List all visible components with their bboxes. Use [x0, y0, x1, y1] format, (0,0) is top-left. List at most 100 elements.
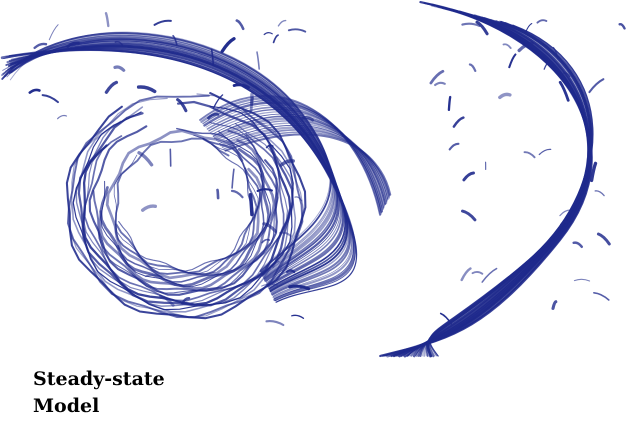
texture-ripple: [104, 80, 119, 94]
texture-ripple: [461, 22, 481, 27]
texture-ripple: [559, 209, 571, 217]
texture-ripple: [57, 114, 68, 120]
texture-ripple: [460, 267, 472, 282]
texture-ripple: [538, 148, 552, 156]
middle-swirl-stroke: [213, 117, 388, 205]
middle-swirl-stroke: [200, 97, 382, 215]
texture-ripple: [560, 220, 570, 226]
texture-ripple: [589, 161, 598, 183]
middle-swirl-stroke: [221, 129, 390, 198]
ring-stroke: [114, 137, 258, 274]
caption-line-2: Model: [33, 395, 100, 417]
texture-ripple: [232, 83, 250, 89]
upper-arc-stroke: [8, 38, 339, 280]
texture-ripple: [572, 241, 584, 249]
texture-ripple: [271, 260, 280, 269]
ring-stroke: [72, 105, 294, 311]
texture-ripple: [220, 37, 236, 54]
middle-swirl-stroke: [208, 108, 385, 209]
texture-ripple: [596, 232, 611, 246]
texture-ripple: [594, 190, 605, 197]
texture-ripple: [462, 171, 475, 182]
texture-ripple: [261, 283, 278, 287]
texture-ripple: [517, 41, 534, 53]
texture-ripple: [140, 204, 158, 212]
ring-stroke: [88, 125, 278, 296]
texture-ripple: [33, 42, 48, 50]
ring-stroke: [100, 131, 272, 288]
texture-ripple: [159, 294, 175, 307]
texture-ripple: [172, 34, 178, 46]
texture-ripple: [429, 69, 445, 85]
upper-arc-stroke: [8, 49, 358, 303]
texture-ripple: [294, 196, 303, 202]
texture-ripple: [285, 269, 296, 274]
texture-ripple: [447, 95, 452, 112]
ring-stroke: [71, 106, 297, 313]
texture-ripple: [176, 98, 188, 113]
ring-stroke: [92, 129, 279, 292]
middle-swirl-stroke: [219, 125, 389, 200]
texture-ripple: [41, 94, 59, 104]
upper-arc-stroke: [5, 49, 356, 302]
ring-stroke: [98, 139, 276, 290]
texture-ripple: [265, 320, 285, 327]
texture-ripple: [104, 12, 110, 28]
texture-ripple: [256, 188, 273, 192]
texture-ripple: [291, 314, 305, 319]
texture-ripple: [261, 238, 271, 244]
middle-swirl-stroke: [203, 101, 383, 213]
texture-ripple: [262, 222, 277, 233]
texture-ripple: [288, 284, 311, 291]
texture-ripple: [277, 19, 287, 27]
texture-ripple: [279, 231, 292, 237]
texture-ripple: [255, 152, 265, 163]
middle-swirl-stroke: [224, 133, 392, 196]
texture-ripple: [287, 28, 307, 33]
texture-ripple: [114, 41, 124, 46]
texture-ripple: [552, 46, 559, 60]
blue-swirl-illustration: [0, 1, 626, 358]
middle-swirl-stroke: [217, 122, 388, 202]
texture-ripple: [588, 78, 605, 94]
texture-ripple: [558, 80, 570, 102]
texture-ripple: [66, 41, 80, 48]
texture-ripple: [256, 51, 260, 70]
texture-ripple: [210, 48, 215, 67]
texture-ripple: [279, 159, 295, 167]
texture-ripple: [265, 144, 274, 149]
texture-ripple: [508, 53, 517, 69]
texture-ripple: [498, 92, 512, 100]
texture-ripple: [543, 60, 551, 70]
texture-ripple: [272, 34, 279, 44]
texture-ripple: [593, 291, 610, 301]
texture-ripple: [113, 65, 126, 72]
texture-ripple: [448, 142, 460, 151]
texture-ripple: [525, 22, 533, 33]
texture-ripple: [502, 43, 512, 50]
texture-ripple: [230, 189, 244, 199]
texture-ripple: [153, 19, 172, 26]
middle-swirl-stroke: [212, 115, 387, 205]
middle-swirl-stroke: [215, 120, 388, 203]
texture-ripple: [301, 115, 315, 122]
texture-ripple: [212, 94, 224, 110]
texture-ripple: [471, 271, 484, 275]
right-band-stroke: [429, 24, 594, 357]
texture-ripple: [481, 267, 498, 283]
caption-line-1: Steady-state: [33, 368, 165, 390]
texture-ripple: [137, 151, 154, 167]
texture-ripple: [48, 24, 59, 41]
middle-swirl-stroke: [199, 95, 381, 216]
middle-swirl-stroke: [219, 126, 390, 200]
texture-ripple: [439, 312, 452, 325]
ring-stroke: [99, 147, 270, 288]
texture-ripple: [618, 22, 626, 30]
texture-ripple: [523, 151, 536, 159]
upper-arc-stroke: [3, 48, 355, 300]
ring-stroke: [118, 143, 255, 272]
texture-ripple: [216, 188, 220, 200]
ring-stroke: [65, 92, 307, 320]
texture-ripple: [136, 85, 157, 94]
texture-ripple: [235, 19, 245, 31]
